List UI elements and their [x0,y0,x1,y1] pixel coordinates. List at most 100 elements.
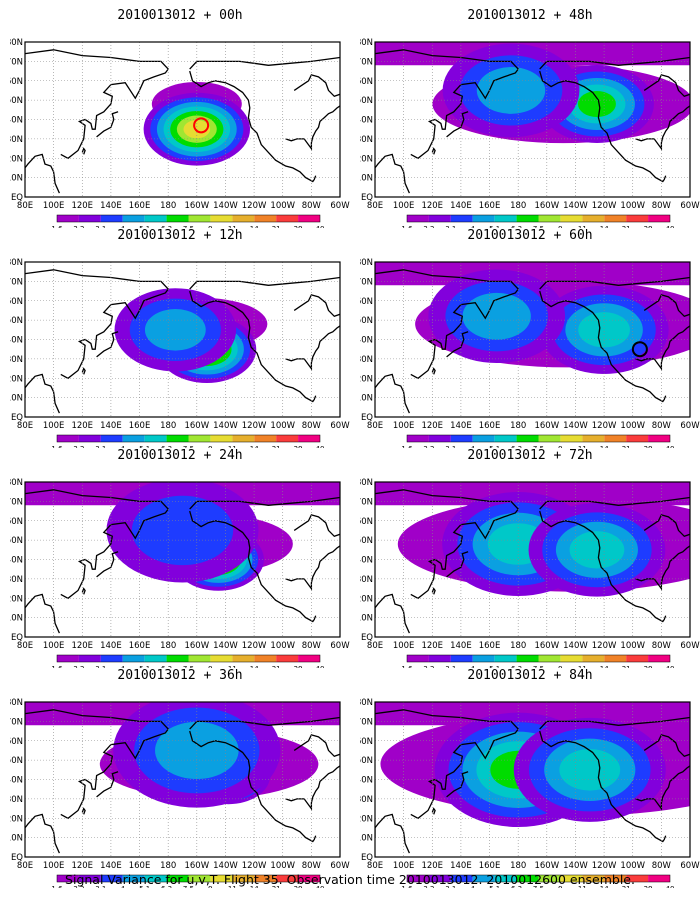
colorbar-label: 14 [600,445,609,448]
y-tick-label: 50N [360,316,373,326]
x-tick-label: 100W [620,421,645,431]
colorbar-label: 3.1 [95,225,106,228]
y-tick-label: 20N [10,594,23,604]
y-tick-label: 50N [10,316,23,326]
map-panel: 2010013012 + 84h 80E 100E 120E 140E 160E 180 16… [360,668,700,888]
y-tick-label: 60N [10,77,23,87]
colorbar-swatch [276,215,299,222]
colorbar-swatch [144,875,167,882]
coastline [25,153,60,194]
colorbar-swatch [78,215,101,222]
coastline [375,373,410,414]
colorbar-swatch [516,655,539,662]
x-tick-label: 100E [393,861,415,871]
coastline [539,290,667,403]
variance-field [375,702,690,854]
coastline [635,765,690,811]
x-tick-label: 120E [71,421,93,431]
colorbar-swatch [122,655,145,662]
colorbar-swatch [166,435,189,442]
colorbar-label: 3.1 [445,445,456,448]
y-tick-label: 40N [10,116,23,126]
y-tick-label: 10N [360,614,373,624]
y-tick-label: EQ [11,413,23,423]
map-panel: 2010013012 + 12h 80E 100E 120E 140E 160E 180 16… [10,228,350,448]
colorbar-label: 4 [471,225,476,228]
colorbar-swatch [254,215,277,222]
colorbar-swatch [232,655,255,662]
colorbar-swatch [560,435,583,442]
colorbar-swatch [144,655,167,662]
colorbar-label: 14 [250,885,259,888]
arctic-band [375,262,690,286]
colorbar-label: 5.1 [489,665,500,668]
colorbar-label: 21 [622,445,631,448]
colorbar-swatch [538,435,561,442]
colorbar-label: 11 [228,445,237,448]
coastline [81,807,86,815]
colorbar-swatch [626,435,649,442]
colorbar-label: 2.2 [423,665,434,668]
colorbar-swatch [626,875,649,882]
colorbar-label: 9 [208,885,212,888]
colorbar-swatch [450,215,473,222]
y-tick-label: EQ [361,413,373,423]
x-tick-label: 140W [563,421,588,431]
y-tick-label: EQ [11,193,23,203]
y-tick-label: 80N [10,38,23,48]
coastline [643,294,690,318]
variance-contour [476,67,546,114]
colorbar-label: 40 [316,885,325,888]
map-plot: 80E 100E 120E 140E 160E 180 160W 140W 120W 100W 80… [10,478,350,668]
colorbar-swatch [122,875,145,882]
colorbar-swatch [582,435,605,442]
colorbar-label: 2.2 [73,225,84,228]
x-tick-label: 120W [242,421,267,431]
colorbar-label: 7.5 [183,885,194,888]
colorbar-label: 40 [316,225,325,228]
colorbar-swatch [166,655,189,662]
y-tick-label: 20N [360,594,373,604]
x-tick-label: 120E [71,641,93,651]
colorbar-label: 40 [666,225,675,228]
colorbar-label: 4 [121,445,126,448]
coastline [446,331,469,358]
coastline [375,489,520,600]
colorbar-swatch [516,875,539,882]
colorbar-swatch [560,655,583,662]
x-tick-label: 80E [17,641,33,651]
x-tick-label: 60W [330,201,350,211]
coastline [539,730,667,843]
colorbar-swatch [298,215,320,222]
y-tick-label: 80N [10,478,23,488]
colorbar-label: 6.3 [511,885,522,888]
colorbar-label: 1.6 [401,885,413,888]
colorbar-swatch [407,655,429,662]
figure-caption: Signal Variance for u,v,T. Flight 35. Ob… [65,872,635,887]
colorbar-swatch [560,875,583,882]
y-tick-label: 10N [10,174,23,184]
x-tick-label: 100W [270,201,295,211]
colorbar-label: 9 [558,225,562,228]
colorbar-label: 11 [578,885,587,888]
coastline [25,709,170,820]
colorbar-swatch [57,435,79,442]
colorbar-label: 7.5 [183,665,194,668]
x-tick-label: 60W [330,861,350,871]
x-tick-label: 80W [652,421,672,431]
coastline [293,514,340,538]
colorbar-swatch [298,435,320,442]
colorbar-swatch [516,435,539,442]
coastline [375,269,520,380]
colorbar-label: 21 [622,665,631,668]
x-tick-label: 120E [421,641,443,651]
panel-title: 2010013012 + 60h [467,228,593,243]
coastline [25,813,60,854]
y-tick-label: 50N [360,756,373,766]
colorbar-label: 1.6 [401,445,413,448]
colorbar-label: 14 [250,665,259,668]
colorbar-label: 14 [250,225,259,228]
coastline [293,734,340,758]
colorbar-label: 40 [666,885,675,888]
x-tick-label: 80E [17,861,33,871]
